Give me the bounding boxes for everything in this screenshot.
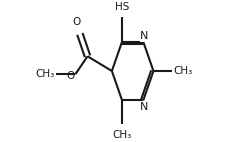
Text: N: N xyxy=(140,31,149,41)
Text: O: O xyxy=(72,17,81,28)
Text: N: N xyxy=(140,102,149,112)
Text: HS: HS xyxy=(115,2,129,12)
Text: CH₃: CH₃ xyxy=(173,66,193,76)
Text: CH₃: CH₃ xyxy=(112,130,132,140)
Text: CH₃: CH₃ xyxy=(36,69,55,79)
Text: O: O xyxy=(67,71,75,81)
